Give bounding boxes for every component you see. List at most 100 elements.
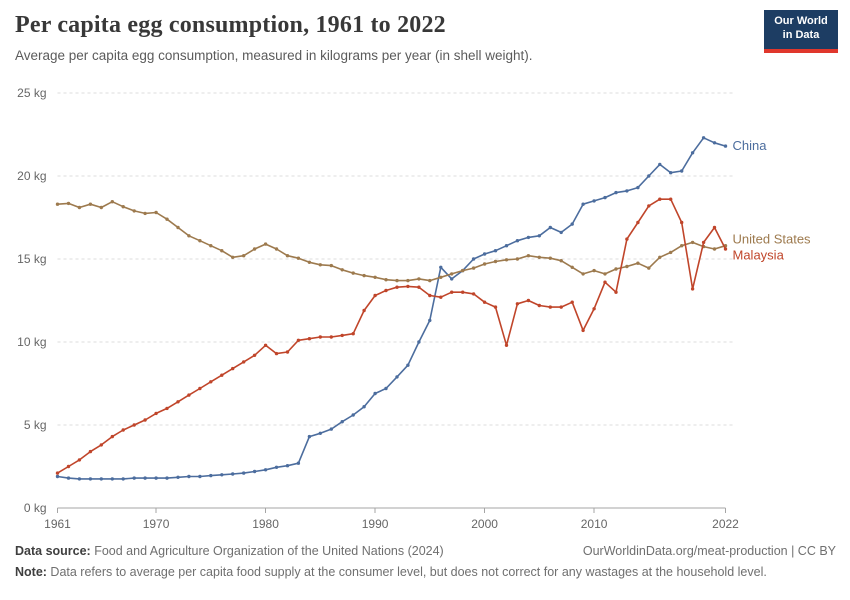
series-point-china <box>384 386 388 391</box>
series-point-china <box>471 257 476 261</box>
series-point-malaysia <box>471 292 476 296</box>
series-point-united-states <box>625 264 629 269</box>
series-point-china <box>548 225 552 230</box>
series-point-united-states <box>406 278 410 283</box>
series-line-united-states[interactable] <box>57 200 726 282</box>
series-point-united-states <box>99 205 104 210</box>
series-point-china <box>66 476 71 480</box>
series-point-united-states <box>614 267 618 271</box>
series-point-united-states <box>636 261 640 265</box>
series-point-malaysia <box>143 418 147 422</box>
series-point-united-states <box>439 275 443 279</box>
note-text: Data refers to average per capita food s… <box>46 565 767 579</box>
series-point-china <box>351 413 355 417</box>
series-point-china <box>242 471 246 475</box>
x-tick-label-1961: 1961 <box>44 517 71 531</box>
note-line: Note: Data refers to average per capita … <box>15 565 836 579</box>
series-point-malaysia <box>712 225 717 230</box>
series-point-malaysia <box>428 293 432 298</box>
series-point-united-states <box>329 263 333 268</box>
series-line-malaysia[interactable] <box>57 198 727 474</box>
series-point-malaysia <box>110 434 115 439</box>
series-point-china <box>121 477 125 481</box>
series-point-united-states <box>515 257 520 261</box>
y-tick-label-20: 20 kg <box>17 169 46 183</box>
series-point-malaysia <box>439 295 443 299</box>
series-point-united-states <box>570 265 574 269</box>
series-point-malaysia <box>701 240 706 245</box>
series-point-malaysia <box>690 287 695 291</box>
series-point-united-states <box>504 258 509 262</box>
series-point-china <box>143 476 147 480</box>
series-point-china <box>723 144 728 148</box>
series-point-united-states <box>482 262 487 266</box>
series-point-united-states <box>121 205 125 209</box>
series-point-china <box>307 434 312 439</box>
x-tick-label-2010: 2010 <box>581 517 608 531</box>
series-point-malaysia <box>318 335 322 339</box>
note-label: Note: <box>15 565 47 579</box>
series-label-china[interactable]: China <box>733 138 768 153</box>
series-point-united-states <box>450 272 454 276</box>
series-point-china <box>636 185 640 190</box>
series-point-united-states <box>669 250 673 255</box>
x-tick-label-2000: 2000 <box>471 517 498 531</box>
series-point-china <box>132 476 136 480</box>
series-point-china <box>559 230 563 235</box>
chart-header: Per capita egg consumption, 1961 to 2022… <box>15 12 750 63</box>
series-point-china <box>690 151 695 155</box>
series-point-united-states <box>581 272 585 276</box>
series-point-united-states <box>176 225 180 230</box>
series-point-malaysia <box>77 458 82 462</box>
series-point-china <box>176 475 180 479</box>
series-point-united-states <box>647 266 651 270</box>
series-point-united-states <box>198 239 202 243</box>
series-point-malaysia <box>493 305 498 309</box>
series-point-malaysia <box>559 305 563 309</box>
chart-area[interactable]: 0 kg 5 kg 10 kg 15 kg 20 kg 25 kg 1961 1970 1980… <box>0 80 850 545</box>
series-point-malaysia <box>592 307 596 311</box>
series-line-china[interactable] <box>57 137 726 480</box>
series-point-malaysia <box>482 300 487 304</box>
series-point-united-states <box>296 256 301 260</box>
series-point-malaysia <box>55 471 60 475</box>
series-point-united-states <box>307 260 312 264</box>
series-point-china <box>231 472 235 476</box>
series-point-china <box>701 136 706 140</box>
page-subtitle: Average per capita egg consumption, meas… <box>15 48 533 63</box>
series-point-china <box>406 363 410 367</box>
series-point-malaysia <box>187 393 191 397</box>
series-point-united-states <box>110 200 115 204</box>
series-point-malaysia <box>99 443 104 447</box>
series-point-malaysia <box>362 308 366 313</box>
series-point-united-states <box>658 255 662 259</box>
series-point-china <box>625 189 629 193</box>
series-point-china <box>55 474 60 479</box>
series-point-united-states <box>384 278 388 282</box>
owid-link[interactable]: OurWorldinData.org/meat-production | CC … <box>582 544 836 558</box>
series-point-united-states <box>395 278 399 283</box>
series-point-china <box>263 468 268 472</box>
line-chart-svg[interactable]: 0 kg 5 kg 10 kg 15 kg 20 kg 25 kg 1961 1970 1980… <box>0 80 850 545</box>
series-point-china <box>154 476 158 480</box>
series-point-united-states <box>548 256 552 260</box>
series-point-united-states <box>461 268 465 273</box>
chart-footer: Data source: Food and Agriculture Organi… <box>15 544 836 579</box>
series-point-malaysia <box>373 293 377 298</box>
y-tick-label-25: 25 kg <box>17 86 46 100</box>
series-label-malaysia[interactable]: Malaysia <box>733 247 785 262</box>
series-label-united-states[interactable]: United States <box>733 231 812 246</box>
series-point-malaysia <box>154 411 158 416</box>
series-point-china <box>209 473 213 478</box>
series-point-china <box>220 473 224 477</box>
series-point-china <box>187 474 191 479</box>
series-point-malaysia <box>548 305 552 309</box>
series-point-united-states <box>165 217 169 221</box>
series-point-malaysia <box>461 290 465 294</box>
owid-logo[interactable]: Our World in Data <box>764 10 838 53</box>
x-tick-label-1970: 1970 <box>143 517 170 531</box>
series-point-china <box>340 420 344 424</box>
series-point-malaysia <box>263 343 268 347</box>
series-point-united-states <box>537 255 541 259</box>
